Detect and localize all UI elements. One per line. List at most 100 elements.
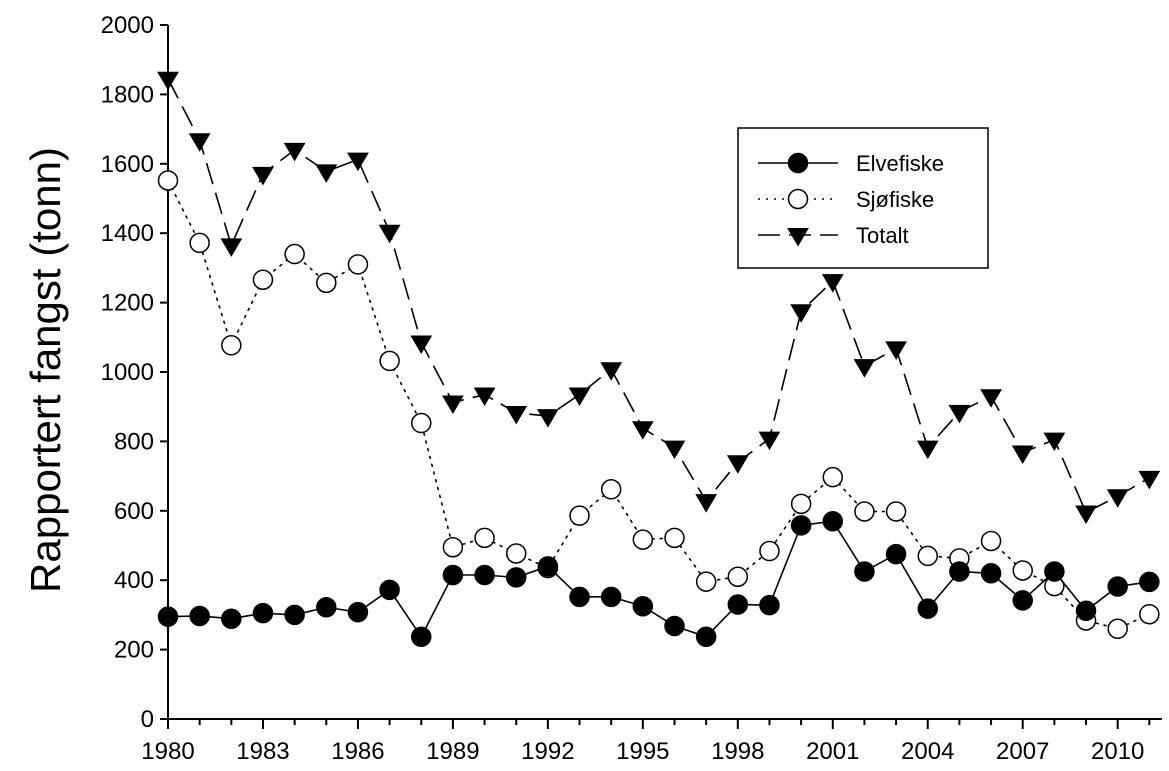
- data-point-totalt: [1075, 505, 1097, 525]
- y-tick-label: 1800: [101, 81, 154, 108]
- legend-marker-sjofiske: [787, 188, 809, 210]
- data-point-elvefiske: [1044, 561, 1065, 582]
- data-point-totalt: [821, 274, 844, 293]
- x-tick-label: 2010: [1091, 738, 1144, 765]
- x-tick-label: 1980: [141, 738, 194, 765]
- data-point-sjofiske: [1139, 603, 1160, 625]
- data-point-elvefiske: [442, 564, 464, 586]
- x-tick-label: 2004: [901, 738, 954, 765]
- data-point-elvefiske: [379, 579, 400, 601]
- data-point-sjofiske: [189, 232, 210, 254]
- data-point-sjofiske: [980, 530, 1002, 552]
- data-point-elvefiske: [347, 601, 369, 623]
- data-point-elvefiske: [505, 567, 527, 588]
- data-point-totalt: [442, 395, 464, 415]
- y-tick-label: 200: [114, 637, 154, 664]
- data-point-sjofiske: [695, 571, 717, 592]
- y-axis-label: Rapportert fangst (tonn): [22, 147, 69, 593]
- x-tick-label: 2001: [806, 738, 859, 765]
- data-point-elvefiske: [949, 561, 970, 582]
- data-point-elvefiske: [316, 597, 337, 618]
- data-point-elvefiske: [727, 594, 749, 615]
- data-point-sjofiske: [221, 335, 242, 356]
- y-tick-label: 1400: [101, 220, 154, 247]
- data-point-totalt: [410, 335, 433, 354]
- data-point-totalt: [473, 387, 496, 407]
- x-tick-label: 1998: [711, 738, 764, 765]
- data-point-sjofiske: [600, 479, 622, 500]
- data-point-sjofiske: [505, 543, 527, 564]
- data-point-totalt: [853, 359, 876, 378]
- data-point-totalt: [505, 405, 528, 425]
- data-point-totalt: [220, 238, 243, 257]
- data-point-totalt: [663, 440, 686, 460]
- data-point-elvefiske: [600, 586, 622, 608]
- data-point-elvefiske: [474, 564, 495, 586]
- data-point-elvefiske: [790, 515, 812, 536]
- axes: 0 200 400 600 800 1000 1200 1400 1600 1800 2000 198…: [101, 12, 1162, 765]
- data-point-elvefiske: [410, 626, 432, 648]
- data-point-elvefiske: [885, 543, 907, 565]
- data-point-sjofiske: [252, 269, 274, 290]
- x-tick-label: 1983: [236, 738, 289, 765]
- series-line-elvefiske: [167, 520, 1150, 639]
- x-tick-label: 1986: [331, 738, 384, 765]
- data-point-sjofiske: [347, 254, 369, 275]
- data-point-elvefiske: [284, 604, 305, 626]
- data-point-totalt: [758, 431, 781, 451]
- data-point-elvefiske: [1139, 571, 1160, 593]
- data-point-totalt: [536, 409, 559, 428]
- data-point-elvefiske: [569, 586, 590, 608]
- legend-label-sjofiske: Sjøfiske: [856, 187, 934, 212]
- legend: Elvefiske Sjøfiske Totalt: [737, 127, 989, 269]
- data-point-totalt: [568, 387, 591, 407]
- data-point-sjofiske: [1107, 618, 1128, 640]
- data-point-elvefiske: [1012, 590, 1033, 611]
- legend-box: [737, 127, 989, 269]
- data-point-elvefiske: [822, 510, 844, 532]
- data-point-sjofiske: [885, 501, 907, 522]
- data-point-sjofiske: [379, 350, 400, 372]
- y-tick-label: 400: [114, 567, 154, 594]
- data-point-sjofiske: [474, 527, 495, 549]
- x-tick-label: 1992: [521, 738, 574, 765]
- data-point-sjofiske: [569, 505, 590, 526]
- data-point-elvefiske: [695, 626, 717, 648]
- data-point-elvefiske: [664, 615, 685, 637]
- legend-label-totalt: Totalt: [856, 223, 909, 248]
- data-point-elvefiske: [980, 563, 1002, 584]
- data-point-totalt: [188, 133, 211, 152]
- data-point-totalt: [916, 440, 939, 460]
- data-point-elvefiske: [854, 561, 875, 582]
- data-point-sjofiske: [664, 527, 685, 549]
- data-point-sjofiske: [917, 545, 938, 567]
- x-tick-label: 1995: [616, 738, 669, 765]
- data-point-totalt: [378, 224, 401, 244]
- data-point-totalt: [315, 164, 338, 183]
- data-point-totalt: [283, 142, 306, 162]
- y-tick-label: 0: [141, 706, 154, 733]
- data-point-totalt: [347, 152, 369, 172]
- data-point-totalt: [600, 362, 623, 381]
- data-point-elvefiske: [189, 605, 210, 627]
- data-point-sjofiske: [1012, 560, 1033, 581]
- data-point-elvefiske: [1107, 576, 1128, 597]
- x-tick-label: 1989: [426, 738, 479, 765]
- y-tick-label: 2000: [101, 12, 154, 39]
- data-point-elvefiske: [252, 602, 274, 624]
- data-point-totalt: [1106, 489, 1129, 508]
- data-point-elvefiske: [1075, 600, 1097, 621]
- data-point-sjofiske: [284, 243, 305, 265]
- data-point-sjofiske: [759, 540, 780, 562]
- data-point-totalt: [157, 71, 179, 91]
- data-point-totalt: [1043, 432, 1066, 452]
- data-point-totalt: [948, 404, 971, 424]
- y-tick-label: 600: [114, 498, 154, 525]
- data-point-totalt: [980, 389, 1002, 408]
- legend-marker-elvefiske: [787, 152, 809, 174]
- data-point-totalt: [252, 166, 274, 186]
- data-point-elvefiske: [157, 606, 179, 627]
- data-point-sjofiske: [157, 170, 179, 191]
- data-point-elvefiske: [759, 594, 780, 616]
